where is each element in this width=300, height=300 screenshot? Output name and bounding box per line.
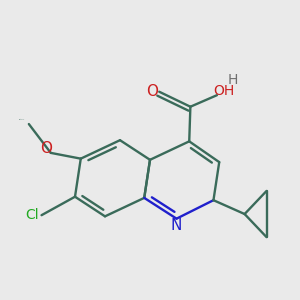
Text: N: N: [171, 218, 182, 233]
Text: O: O: [40, 141, 52, 156]
Text: H: H: [228, 73, 238, 87]
Text: OH: OH: [213, 84, 235, 98]
Text: O: O: [146, 84, 158, 99]
Text: methoxy: methoxy: [19, 119, 25, 120]
Text: Cl: Cl: [26, 208, 39, 222]
